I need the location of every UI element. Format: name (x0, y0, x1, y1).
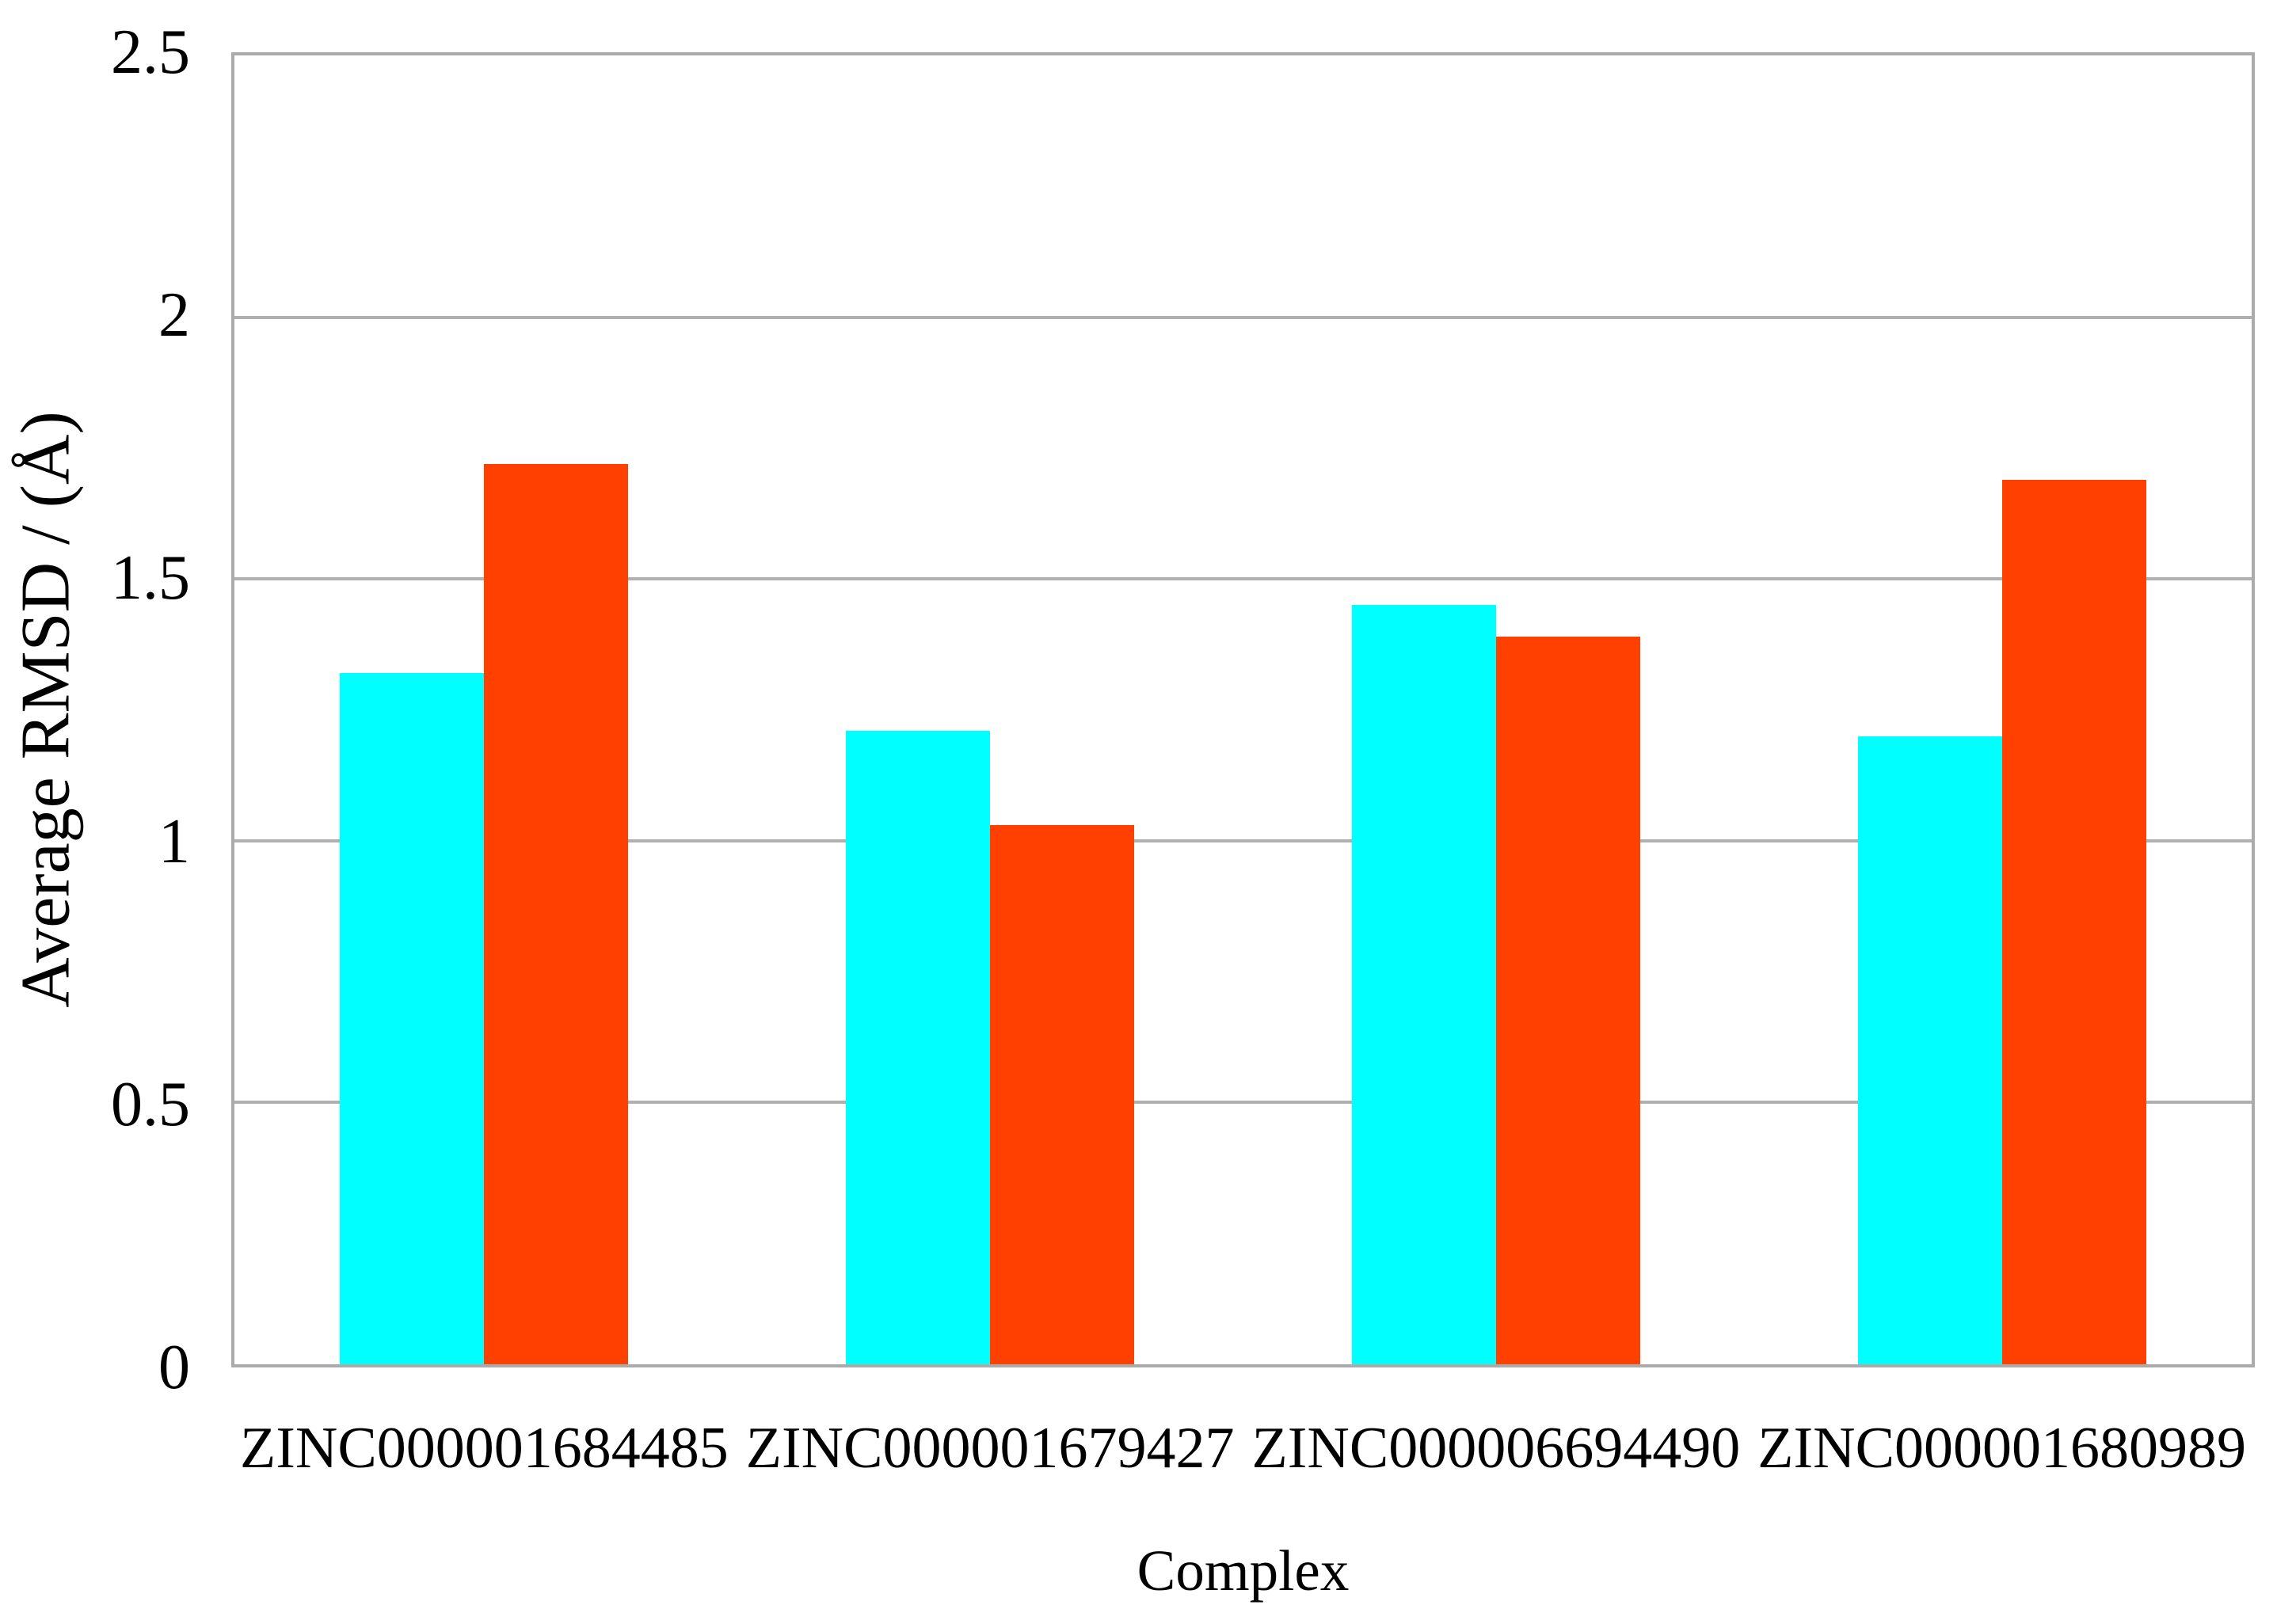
x-axis-title: Complex (1137, 1538, 1350, 1603)
y-tick-label-2.5: 2.5 (111, 17, 190, 87)
y-tick-label-1: 1 (158, 806, 190, 877)
x-category-label-ZINC000006694490: ZINC000006694490 (1251, 1416, 1741, 1481)
gridline-y-0.5 (234, 1101, 2252, 1105)
y-axis-title: Average RMSD / (Å) (7, 411, 85, 1008)
gridline-y-1 (234, 839, 2252, 842)
gridline-y-2 (234, 315, 2252, 319)
bar-cyan-ZINC000006694490 (1351, 605, 1496, 1364)
x-category-label-ZINC000001679427: ZINC000001679427 (745, 1416, 1235, 1481)
bar-cyan-ZINC000001684485 (340, 673, 485, 1364)
bar-cyan-ZINC000001680989 (1857, 736, 2002, 1364)
plot-area (231, 52, 2255, 1367)
x-category-label-ZINC000001680989: ZINC000001680989 (1757, 1416, 2246, 1481)
gridline-y-1.5 (234, 577, 2252, 581)
y-tick-label-0.5: 0.5 (111, 1069, 190, 1139)
y-tick-label-1.5: 1.5 (111, 543, 190, 614)
bar-red-orange-ZINC000001679427 (990, 824, 1135, 1364)
x-category-label-ZINC000001684485: ZINC000001684485 (240, 1416, 729, 1481)
y-tick-label-2: 2 (158, 280, 190, 351)
bar-red-orange-ZINC000001684485 (484, 463, 629, 1364)
bar-red-orange-ZINC000001680989 (2001, 479, 2146, 1364)
y-tick-label-0: 0 (158, 1333, 190, 1402)
bar-cyan-ZINC000001679427 (846, 730, 991, 1364)
bar-red-orange-ZINC000006694490 (1495, 636, 1640, 1364)
